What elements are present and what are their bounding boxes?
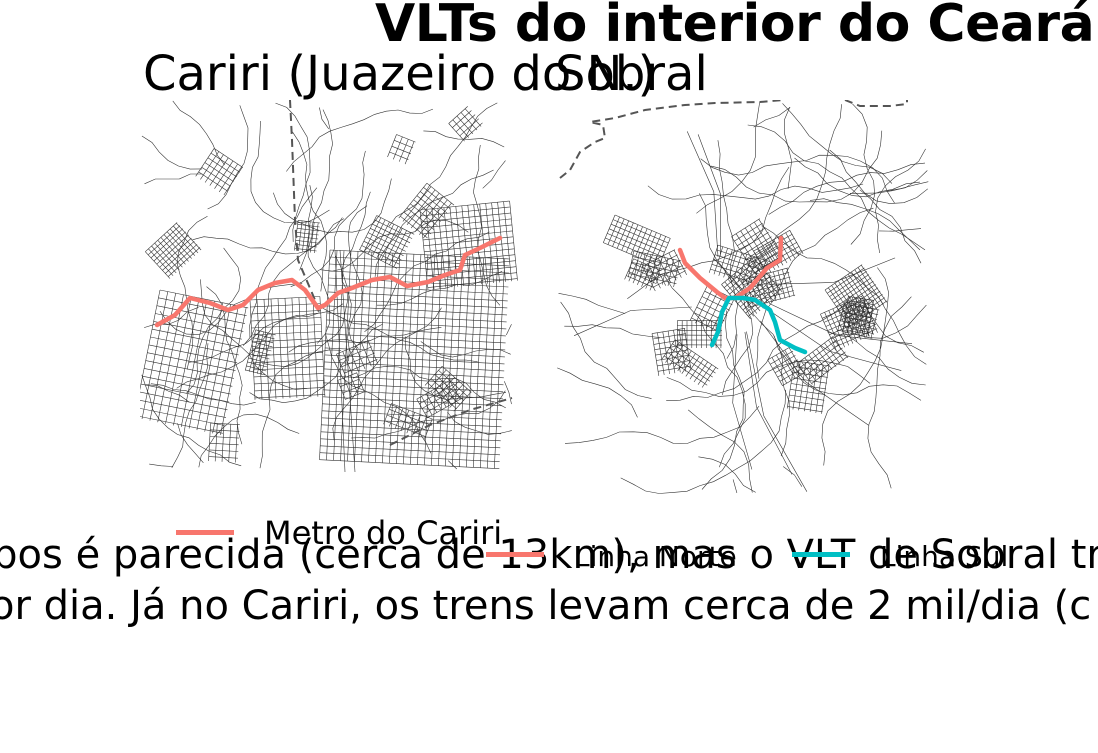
map-cariri xyxy=(140,100,518,473)
municipal-boundary xyxy=(559,100,784,179)
legend-swatch-linha-sul xyxy=(792,552,850,557)
legend-label-metro-cariri: Metro do Cariri xyxy=(264,514,503,552)
linha-sul-line xyxy=(709,295,808,355)
legend-label-linha-sul: Linha Sul xyxy=(880,540,1009,573)
street-network xyxy=(140,100,518,473)
map-sobral xyxy=(557,100,929,494)
subtitle-cariri: Cariri (Juazeiro do N.) xyxy=(143,46,657,102)
legend-swatch-linha-norte xyxy=(486,552,544,557)
metro-cariri-line xyxy=(154,235,503,328)
main-title: VLTs do interior do Ceará xyxy=(375,0,1095,54)
municipal-boundary xyxy=(289,100,321,316)
subtitle-sobral: Sobral xyxy=(555,46,708,102)
legend-label-linha-norte: Linha Norte xyxy=(574,540,737,573)
street-network xyxy=(557,101,929,494)
municipal-boundary xyxy=(389,397,513,446)
legend-swatch-metro-cariri xyxy=(176,530,234,535)
municipal-boundary xyxy=(844,100,908,107)
caption-line-2: or dia. Já no Cariri, os trens levam cer… xyxy=(0,583,1092,629)
caption-line-1: ...pos é parecida (cerca de 13km), mas o… xyxy=(0,532,1098,578)
